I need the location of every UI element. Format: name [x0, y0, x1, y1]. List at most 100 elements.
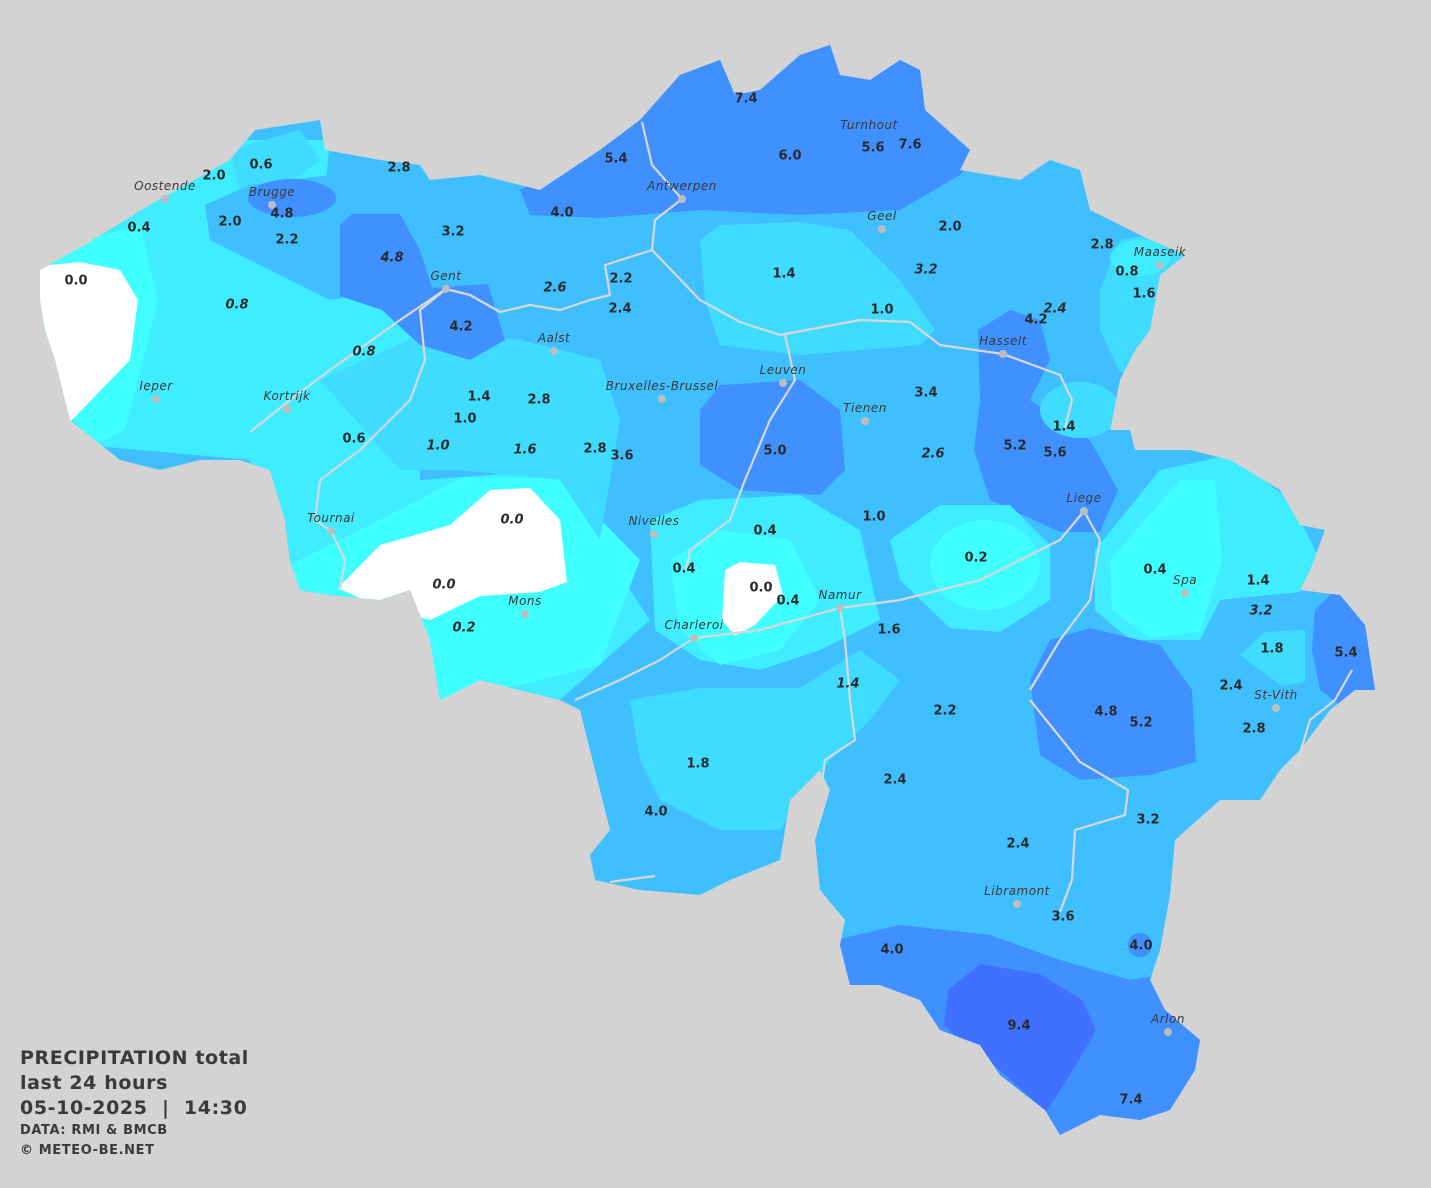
precipitation-value: 3.2	[914, 262, 938, 278]
river-east	[1293, 669, 1353, 771]
precipitation-value: 0.0	[432, 577, 456, 593]
precipitation-value: 0.4	[753, 523, 777, 539]
precipitation-value: 1.4	[467, 389, 491, 405]
city-name: Mons	[508, 594, 542, 608]
city-dot-icon	[442, 285, 450, 293]
precipitation-value: 9.4	[1007, 1018, 1031, 1034]
zone-dark-southeast	[1128, 933, 1152, 957]
river-demer	[651, 249, 1074, 429]
precipitation-value: 2.8	[1242, 721, 1266, 737]
precipitation-value: 1.4	[1246, 573, 1270, 589]
city-name: Geel	[867, 209, 897, 223]
city-name: Leuven	[759, 363, 807, 377]
precipitation-value: 3.6	[1051, 909, 1075, 925]
precipitation-value: 2.4	[883, 772, 907, 788]
city-name: Tienen	[843, 401, 887, 415]
precipitation-value: 1.6	[513, 442, 537, 458]
precipitation-value: 2.4	[1006, 836, 1030, 852]
zone-dark-leuven	[700, 380, 845, 495]
city-name: Kortrijk	[263, 389, 311, 403]
precipitation-value: 3.2	[441, 224, 465, 240]
precipitation-value: 4.2	[1024, 312, 1048, 328]
city-dot-icon	[1164, 1028, 1172, 1036]
precipitation-value: 1.4	[1052, 419, 1076, 435]
river-leie	[249, 288, 447, 433]
precipitation-value: 0.4	[1143, 562, 1167, 578]
city-dot-icon	[161, 195, 169, 203]
precipitation-value: 0.2	[452, 620, 476, 636]
zone-dark-ardennes	[1030, 628, 1196, 780]
city-dot-icon	[999, 350, 1007, 358]
precipitation-value: 0.6	[249, 157, 273, 173]
city-dot-icon	[550, 347, 558, 355]
legend-datetime: 05-10-2025 | 14:30	[20, 1097, 248, 1119]
city-name: Oostende	[134, 179, 196, 193]
precipitation-value: 4.0	[550, 205, 574, 221]
precipitation-value: 0.4	[776, 593, 800, 609]
zone-lightmid-coast	[230, 130, 320, 190]
city-dot-icon	[1272, 704, 1280, 712]
city-dot-icon	[521, 610, 529, 618]
precipitation-value: 1.0	[870, 302, 894, 318]
zone-darkest-south	[944, 964, 1096, 1112]
city-name: Libramont	[984, 884, 1050, 898]
city-name: Brugge	[248, 185, 296, 199]
river-semois	[609, 874, 656, 884]
legend-source: DATA: RMI & BMCB	[20, 1123, 168, 1138]
precipitation-value: 1.6	[877, 622, 901, 638]
city-name: Hasselt	[979, 334, 1027, 348]
city-dot-icon	[861, 417, 869, 425]
city-name: Liege	[1066, 491, 1102, 505]
precipitation-value: 5.6	[861, 140, 885, 156]
legend-copyright: © METEO-BE.NET	[20, 1143, 155, 1158]
precipitation-value: 2.0	[202, 168, 226, 184]
river-schelde	[313, 198, 683, 591]
precipitation-value: 0.8	[352, 344, 376, 360]
precipitation-value: 2.4	[1219, 678, 1243, 694]
city-name: Antwerpen	[647, 179, 717, 193]
precipitation-value: 1.0	[453, 411, 477, 427]
zone-dark-north	[520, 45, 985, 218]
precipitation-value: 2.6	[543, 280, 567, 296]
zone-verylight-spa	[1110, 480, 1222, 638]
precipitation-value: 4.8	[380, 250, 404, 266]
river-dijle	[684, 334, 797, 571]
precipitation-value: 2.4	[1043, 301, 1067, 317]
precipitation-value: 0.0	[500, 512, 524, 528]
precipitation-value: 1.8	[686, 756, 710, 772]
precipitation-value: 3.2	[1249, 603, 1273, 619]
precipitation-value: 1.0	[426, 438, 450, 454]
city-dot-icon	[268, 201, 276, 209]
precipitation-value: 5.2	[1129, 715, 1153, 731]
city-name: Charleroi	[664, 618, 724, 632]
precipitation-value: 2.2	[933, 703, 957, 719]
precipitation-value: 0.4	[672, 561, 696, 577]
zone-zero-west	[40, 262, 138, 422]
precipitation-value: 1.6	[1132, 286, 1156, 302]
precipitation-value: 5.6	[1043, 445, 1067, 461]
precipitation-value: 4.0	[644, 804, 668, 820]
precipitation-value: 2.0	[938, 219, 962, 235]
river-maas-south	[820, 607, 857, 783]
precipitation-value: 2.8	[583, 441, 607, 457]
precipitation-value: 5.0	[763, 443, 787, 459]
city-name: Maaseik	[1133, 245, 1187, 259]
precipitation-value: 2.8	[387, 160, 411, 176]
precipitation-value: 0.8	[1115, 264, 1139, 280]
city-dot-icon	[152, 395, 160, 403]
zone-lightmid-stvith	[1240, 630, 1305, 686]
precipitation-value: 4.0	[880, 942, 904, 958]
city-name: Arlon	[1151, 1012, 1185, 1026]
precipitation-value: 5.4	[1334, 645, 1358, 661]
city-name: Ieper	[139, 379, 173, 393]
precipitation-value: 3.6	[610, 448, 634, 464]
city-dot-icon	[779, 379, 787, 387]
precipitation-value: 2.2	[609, 271, 633, 287]
precipitation-value: 3.4	[914, 385, 938, 401]
precipitation-value: 4.8	[270, 206, 294, 222]
city-name: Spa	[1172, 573, 1198, 587]
precipitation-value: 5.4	[604, 151, 628, 167]
precipitation-value: 4.0	[1129, 938, 1153, 954]
zone-lightmid-south	[630, 650, 900, 830]
